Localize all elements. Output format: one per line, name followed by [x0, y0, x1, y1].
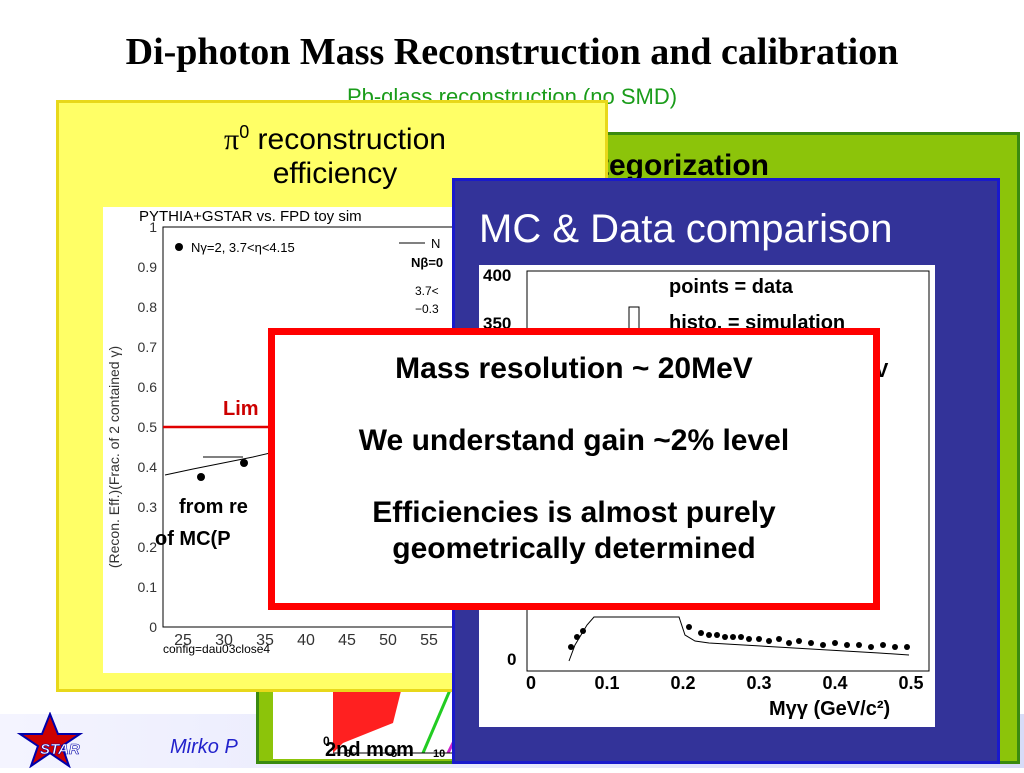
efficiency-xtick: 40 — [297, 632, 315, 649]
green-plot-tick-1: 5 — [391, 748, 397, 759]
star-logo-icon: STAR — [14, 711, 104, 773]
legend-histo-icon — [628, 306, 640, 330]
summary-line-4: geometrically determined — [392, 532, 756, 565]
plot-header: PYTHIA+GSTAR vs. FPD toy sim — [139, 208, 362, 225]
efficiency-yticks: 1 0.9 0.8 0.7 0.6 0.5 0.4 0.3 0.2 0.1 0 — [138, 219, 158, 635]
efficiency-ytick: 0.8 — [138, 299, 158, 315]
efficiency-ytick: 0.4 — [138, 459, 158, 475]
legend-points: Nγ=2, 3.7<η<4.15 — [191, 240, 295, 255]
efficiency-ytick: 0.7 — [138, 339, 158, 355]
green-plot-tick-0: 0 — [345, 748, 351, 759]
mass-xticks: 0 0.1 0.2 0.3 0.4 0.5 — [526, 673, 924, 693]
note-of-mc: of MC(P — [155, 528, 231, 550]
legend-line2: Nβ=0 — [411, 255, 443, 270]
efficiency-ytick: 0.5 — [138, 419, 158, 435]
summary-line-2: We understand gain ~2% level — [358, 424, 790, 457]
efficiency-ytick: 0.1 — [138, 579, 158, 595]
efficiency-ytick: 0.6 — [138, 379, 158, 395]
summary-line-3: Efficiencies is almost purely — [372, 496, 776, 529]
mass-xtick: 0.5 — [898, 673, 923, 693]
efficiency-ytick: 1 — [149, 219, 157, 235]
efficiency-ytick: 0 — [149, 619, 157, 635]
note-from: from re — [179, 496, 248, 518]
yellow-panel-title: π0 reconstruction efficiency — [59, 115, 611, 191]
efficiency-ytick: 0.2 — [138, 539, 158, 555]
mass-xtick: 0.4 — [822, 673, 847, 693]
mass-xlabel: Mγγ (GeV/c²) — [769, 698, 890, 720]
efficiency-xtick: 45 — [338, 632, 356, 649]
pi-superscript: 0 — [239, 122, 250, 142]
efficiency-xtick: 35 — [256, 632, 274, 649]
legend-line: N — [431, 236, 440, 251]
title-line2: efficiency — [272, 157, 398, 190]
efficiency-xtick: 55 — [420, 632, 438, 649]
efficiency-xticks: 25 30 35 40 45 50 55 — [174, 632, 438, 649]
author-name: Mirko P — [170, 736, 238, 758]
green-panel-title: tegorization — [599, 149, 769, 182]
green-plot-tick-2: 10 — [433, 748, 445, 759]
mass-xtick: 0.1 — [594, 673, 619, 693]
green-plot-y0: 0 — [323, 734, 330, 748]
efficiency-xtick: 25 — [174, 632, 192, 649]
efficiency-xtick: 50 — [379, 632, 397, 649]
star-logo-text: STAR — [40, 741, 80, 758]
title-rest: reconstruction — [249, 123, 446, 156]
efficiency-ytick: 0.9 — [138, 259, 158, 275]
summary-line-1: Mass resolution ~ 20MeV — [395, 352, 753, 385]
legend-small-2: ... — [415, 320, 425, 334]
mass-xtick: 0 — [526, 673, 536, 693]
ytick-0: 0 — [507, 650, 516, 669]
mass-xtick: 0.3 — [746, 673, 771, 693]
plot-ylabel: (Recon. Eff.)(Frac. of 2 contained γ) — [106, 346, 122, 568]
plot-config: config=dau03close4 — [163, 642, 270, 656]
limit-label: Lim — [223, 398, 259, 420]
blue-panel-title: MC & Data comparison — [479, 207, 893, 251]
legend-data: points = data — [669, 276, 794, 298]
legend-small-1: −0.3 — [415, 302, 439, 316]
data-point — [197, 473, 205, 481]
ytick-400: 400 — [483, 266, 511, 285]
summary-box: Mass resolution ~ 20MeV We understand ga… — [268, 328, 880, 610]
green-mini-plot: 0 0 5 10 — [273, 682, 475, 760]
legend-small-0: 3.7< — [415, 284, 439, 298]
efficiency-ytick: 0.3 — [138, 499, 158, 515]
mass-xtick: 0.2 — [670, 673, 695, 693]
legend-point-icon — [175, 243, 183, 251]
slide-title: Di-photon Mass Reconstruction and calibr… — [125, 31, 899, 73]
pi-symbol: π — [224, 123, 240, 156]
data-point — [240, 459, 248, 467]
green-caption: 2nd mom — [325, 739, 414, 761]
efficiency-xtick: 30 — [215, 632, 233, 649]
